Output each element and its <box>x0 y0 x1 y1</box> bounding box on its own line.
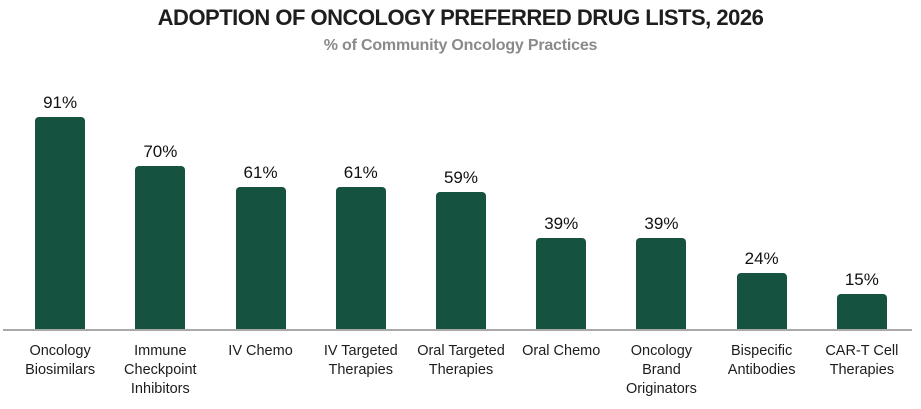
bar <box>35 117 86 329</box>
bar-column: 24% <box>712 249 812 329</box>
bar <box>335 187 386 329</box>
bar-column: 39% <box>611 214 711 329</box>
bar-column: 70% <box>110 142 210 329</box>
x-axis-line <box>3 329 912 331</box>
category-label: CAR-T Cell Therapies <box>825 343 899 378</box>
chart-title: ADOPTION OF ONCOLOGY PREFERRED DRUG LIST… <box>157 5 764 30</box>
bar <box>736 273 787 329</box>
bar <box>636 238 687 329</box>
bar-value-label: 39% <box>544 214 579 233</box>
bar <box>135 166 186 329</box>
plot-area: 91% 70% 61% 61% 59% 39% 39% 24% 15% Onco… <box>0 59 921 399</box>
category-label: Oral Chemo <box>522 343 601 359</box>
bar-value-label: 91% <box>43 93 78 112</box>
bar-value-label: 15% <box>844 270 879 289</box>
bar-column: 61% <box>311 163 411 329</box>
category-labels-row: Oncology Biosimilars Immune Checkpoint I… <box>0 331 921 399</box>
category-label: IV Chemo <box>228 343 293 359</box>
bar-value-label: 39% <box>644 214 679 233</box>
bar-value-label: 24% <box>744 249 779 268</box>
bar-value-label: 59% <box>443 168 478 187</box>
bar-column: 39% <box>511 214 611 329</box>
bar-value-label: 70% <box>143 142 178 161</box>
bars-row: 91% 70% 61% 61% 59% 39% 39% 24% 15% <box>0 59 921 329</box>
category-label: Immune Checkpoint Inhibitors <box>124 343 197 397</box>
bar-value-label: 61% <box>343 163 378 182</box>
chart-subtitle: % of Community Oncology Practices <box>323 37 598 54</box>
bar-column: 91% <box>10 93 110 329</box>
bar-column: 59% <box>411 168 511 329</box>
category-label: Oral Targeted Therapies <box>417 343 505 378</box>
category-label: IV Targeted Therapies <box>323 343 398 378</box>
bar-column: 61% <box>210 163 310 329</box>
category-label: Oncology Brand Originators <box>625 343 697 397</box>
bar-value-label: 61% <box>243 163 278 182</box>
bar <box>836 294 887 329</box>
chart-header: ADOPTION OF ONCOLOGY PREFERRED DRUG LIST… <box>0 0 921 55</box>
bar <box>536 238 587 329</box>
bar-column: 15% <box>812 270 912 329</box>
category-label: Oncology Biosimilars <box>25 343 96 378</box>
bar <box>435 192 486 329</box>
category-label: Bispecific Antibodies <box>727 343 796 378</box>
bar <box>235 187 286 329</box>
